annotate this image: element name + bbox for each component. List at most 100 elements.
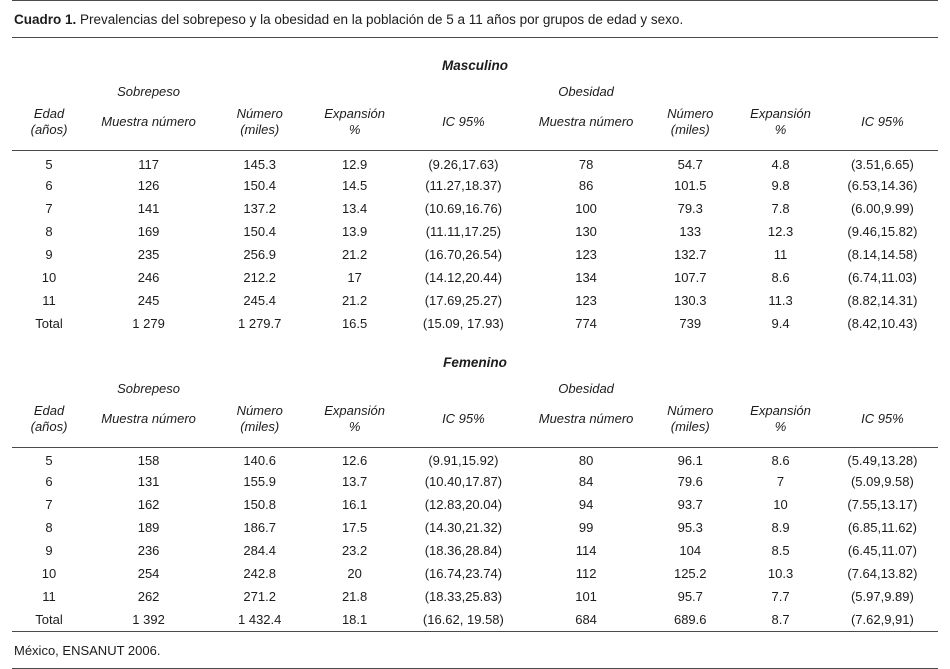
table-cell: 150.4 [243, 223, 276, 239]
table-cell: 10 [773, 497, 788, 512]
table-cell: 54.7 [677, 156, 703, 172]
column-header-line1: Muestra número [538, 114, 634, 129]
column-header-numero-obesidad: Número (miles) [646, 399, 735, 448]
table-cell: (7.62,9,91) [850, 612, 914, 627]
table-cell: 78 [578, 156, 594, 172]
column-header-line1: IC 95% [442, 114, 485, 129]
table-cell: 114 [575, 543, 597, 558]
table-cell: 150.4 [243, 177, 276, 193]
table-cell: 17 [347, 269, 362, 285]
table-cell: 23.2 [341, 543, 368, 558]
table-cell: 126 [137, 177, 160, 193]
table-row: 7 141 137.2 13.4 (10.69,16.76) 100 79.3 7.8 (6.0… [12, 197, 938, 220]
group-header-row: Sobrepeso Obesidad [12, 79, 938, 103]
table-cell: 158 [137, 453, 160, 469]
table-cell: 95.3 [677, 520, 703, 535]
table-row: 5 158 140.6 12.6 (9.91,15.92) 80 96.1 8.6 (5.49,… [12, 447, 938, 470]
table-cell: 94 [578, 497, 594, 512]
table-cell: 123 [575, 292, 597, 308]
table-cell: 189 [137, 520, 160, 535]
table-cell: 18.1 [341, 612, 368, 627]
group-header-sobrepeso: Sobrepeso [117, 380, 181, 396]
table-cell: 9.8 [771, 177, 790, 193]
table-cell: Total [35, 612, 63, 627]
table-cell: (3.51,6.65) [850, 156, 914, 172]
table-cell: 21.8 [341, 589, 368, 604]
table-cell: (6.45,11.07) [847, 543, 917, 558]
table-cell: 739 [679, 315, 702, 331]
table-cell: 235 [137, 246, 160, 262]
column-header-muestra-obesidad: Muestra número [525, 103, 647, 151]
table-row: 11 245 245.4 21.2 (17.69,25.27) 123 130.3 11.3 (… [12, 289, 938, 312]
table-cell: 212.2 [243, 269, 276, 285]
table-cell: 107.7 [673, 269, 707, 285]
section-title-masculino: Masculino [441, 58, 508, 73]
column-header-line1: IC 95% [861, 410, 904, 426]
column-header-line1: Número [236, 402, 283, 418]
group-header-obesidad: Obesidad [558, 84, 614, 99]
table-cell: 7.7 [771, 589, 790, 604]
column-header-line2: (años) [30, 418, 68, 434]
table-cell: 11 [773, 246, 788, 262]
table-cell: (6.74,11.03) [847, 269, 917, 285]
table-cell: 84 [578, 474, 594, 489]
column-header-expansion-sobrepeso: Expansión% [308, 399, 401, 448]
column-header-numero-sobrepeso: Número (miles) [211, 103, 309, 151]
table-cell: 169 [137, 223, 160, 239]
table-row: 11 262 271.2 21.8 (18.33,25.83) 101 95.7 7.7 (5.… [12, 585, 938, 608]
table-cell: (5.49,13.28) [847, 453, 918, 469]
table-cell: 8.7 [771, 612, 790, 627]
column-header-line1: IC 95% [861, 114, 904, 129]
column-header-line1: Expansión [324, 106, 385, 121]
table-cell: 155.9 [243, 474, 276, 489]
column-header-edad: Edad (años) [12, 399, 87, 448]
table-cell: 11 [42, 292, 56, 308]
column-header-line1: Edad [33, 106, 65, 121]
table-cell: 101.5 [673, 177, 707, 193]
column-header-line2: % [774, 122, 787, 137]
empty-cell [211, 79, 526, 103]
caption-rule [12, 37, 938, 38]
column-header-numero-obesidad: Número (miles) [646, 103, 735, 151]
table-cell: (5.09,9.58) [850, 474, 914, 489]
table-cell: 17.5 [341, 520, 368, 535]
table-cell: 125.2 [673, 566, 707, 581]
group-header-sobrepeso: Sobrepeso [117, 84, 181, 99]
table-cell: (16.74,23.74) [424, 566, 503, 581]
table-cell: 1 279.7 [238, 315, 282, 331]
source-note: México, ENSANUT 2006. [14, 643, 161, 658]
table-cell: 130 [575, 223, 597, 239]
table-cell: 8 [45, 520, 53, 535]
table-cell: 131 [137, 474, 160, 489]
column-header-line1: Expansión [324, 402, 385, 418]
table-cell: 11 [42, 589, 56, 604]
column-header-line2: (miles) [670, 418, 710, 434]
column-header-expansion-obesidad: Expansión% [734, 103, 827, 151]
table-cell: 7.8 [771, 200, 790, 216]
column-header-line1: Expansión [750, 402, 811, 418]
table-cell: 150.8 [243, 497, 276, 512]
table-cell: (16.62, 19.58) [422, 612, 504, 627]
table-cell: 12.9 [341, 156, 368, 172]
table-cell: (15.09, 17.93) [422, 315, 504, 331]
table-cell: 11.3 [768, 292, 793, 308]
empty-cell [12, 79, 86, 103]
footer-top-rule [12, 631, 938, 632]
column-header-line2: % [348, 122, 361, 137]
table-row: 8 169 150.4 13.9 (11.11,17.25) 130 133 12.3 (9.4… [12, 220, 938, 243]
table-cell: 117 [138, 156, 159, 172]
table-cell: 254 [137, 566, 160, 581]
table-cell: 162 [137, 497, 160, 512]
table-caption: Cuadro 1. Prevalencias del sobrepeso y l… [12, 1, 938, 37]
column-header-ic-sobrepeso: IC 95% [400, 103, 526, 151]
column-header-muestra-obesidad: Muestra número [525, 399, 647, 448]
table-cell: 1 279 [132, 315, 165, 331]
table-cell: 123 [575, 246, 597, 262]
table-cell: 7 [776, 474, 785, 489]
table-cell: 186.7 [243, 520, 276, 535]
table-cell: 236 [137, 543, 160, 558]
table-row: Total 1 392 1 432.4 18.1 (16.62, 19.58) 684 68… [12, 608, 938, 631]
table-cell: 774 [575, 315, 597, 331]
table-row: 6 126 150.4 14.5 (11.27,18.37) 86 101.5 9.8 (6.5… [12, 174, 938, 197]
